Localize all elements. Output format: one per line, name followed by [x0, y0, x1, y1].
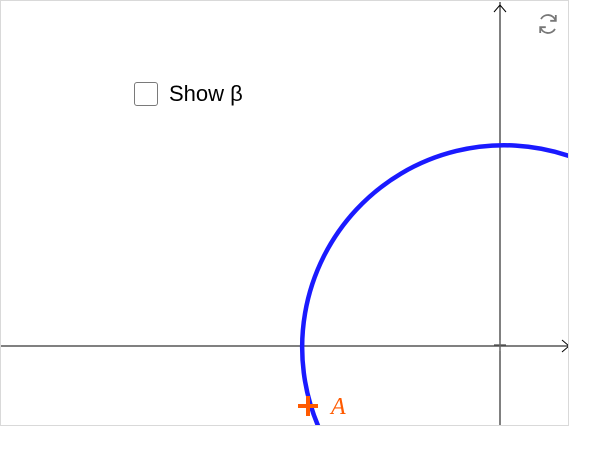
point-a[interactable]: [298, 396, 318, 416]
circle[interactable]: [299, 143, 569, 426]
point-a-label: A: [329, 394, 346, 420]
checkbox-label: Show β: [169, 81, 243, 106]
y-axis-arrow: [493, 4, 507, 13]
checkbox-box[interactable]: [134, 82, 158, 106]
show-beta-checkbox[interactable]: Show β: [134, 81, 243, 107]
graphing-applet: A Show β: [0, 0, 569, 426]
x-axis-arrow: [561, 339, 568, 353]
reset-icon: [539, 14, 557, 34]
reset-button[interactable]: [535, 11, 561, 37]
graphics-view[interactable]: A: [1, 1, 569, 426]
